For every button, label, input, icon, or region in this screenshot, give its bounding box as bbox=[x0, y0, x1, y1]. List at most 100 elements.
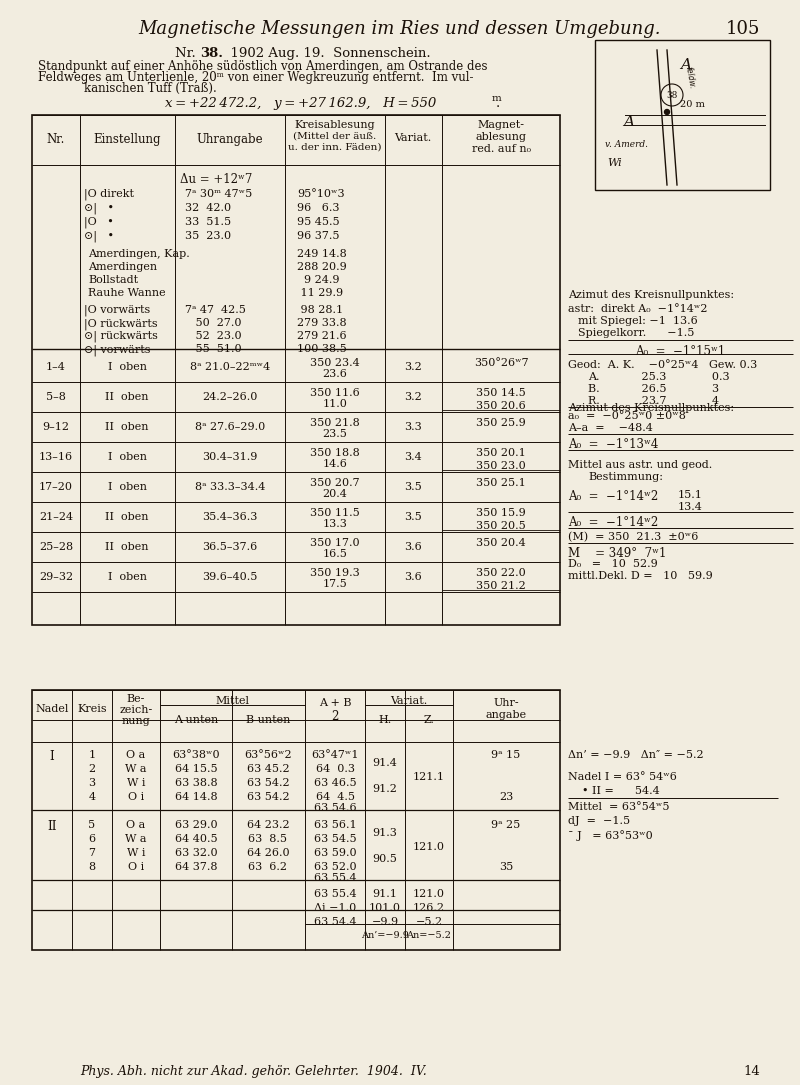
Text: −5.2: −5.2 bbox=[415, 917, 442, 927]
Text: M    = 349°  7ʷ1: M = 349° 7ʷ1 bbox=[568, 547, 666, 560]
Text: 7: 7 bbox=[89, 848, 95, 858]
Text: zeich-: zeich- bbox=[119, 705, 153, 715]
Text: 3.6: 3.6 bbox=[404, 572, 422, 582]
Text: 63 54.2: 63 54.2 bbox=[246, 792, 290, 802]
Text: Standpunkt auf einer Anhöhe südöstlich von Amerdingen, am Ostrande des: Standpunkt auf einer Anhöhe südöstlich v… bbox=[38, 60, 487, 73]
Text: 3.5: 3.5 bbox=[404, 512, 422, 522]
Text: R.            23.7             4: R. 23.7 4 bbox=[588, 396, 719, 406]
Text: Mittel aus astr. und geod.: Mittel aus astr. und geod. bbox=[568, 460, 712, 470]
Text: 95 45.5: 95 45.5 bbox=[297, 217, 340, 227]
Text: 350 19.3: 350 19.3 bbox=[310, 569, 360, 578]
Text: 2: 2 bbox=[89, 764, 95, 774]
Text: (M)  = 350  21.3  ±0ʷ6: (M) = 350 21.3 ±0ʷ6 bbox=[568, 532, 698, 542]
Text: 63°56ʷ2: 63°56ʷ2 bbox=[244, 750, 292, 759]
Text: Nr.: Nr. bbox=[175, 47, 200, 60]
Text: 23.5: 23.5 bbox=[322, 429, 347, 439]
Text: 15.1: 15.1 bbox=[678, 490, 703, 500]
Text: Feldweges am Unterlienle, 20ᵐ von einer Wegkreuzung entfernt.  Im vul-: Feldweges am Unterlienle, 20ᵐ von einer … bbox=[38, 71, 474, 84]
Bar bbox=[595, 40, 770, 190]
Text: 126.2: 126.2 bbox=[413, 903, 445, 912]
Text: D₀   =   10  52.9: D₀ = 10 52.9 bbox=[568, 559, 658, 569]
Text: 350 11.5: 350 11.5 bbox=[310, 508, 360, 518]
Text: 14.6: 14.6 bbox=[322, 459, 347, 469]
Text: 63 54.6: 63 54.6 bbox=[314, 803, 356, 813]
Circle shape bbox=[661, 84, 683, 106]
Text: 64 23.2: 64 23.2 bbox=[246, 820, 290, 830]
Text: ⊙| vorwärts: ⊙| vorwärts bbox=[84, 344, 150, 356]
Text: II  oben: II oben bbox=[106, 542, 149, 552]
Text: 38: 38 bbox=[666, 90, 678, 100]
Text: ⊙|   •: ⊙| • bbox=[84, 231, 114, 243]
Text: 63 38.8: 63 38.8 bbox=[174, 778, 218, 788]
Text: 63 55.4: 63 55.4 bbox=[314, 889, 356, 899]
Text: II: II bbox=[47, 820, 57, 833]
Text: Spiegelkorr.      −1.5: Spiegelkorr. −1.5 bbox=[578, 328, 694, 339]
Text: mittl.Dekl. D =   10   59.9: mittl.Dekl. D = 10 59.9 bbox=[568, 571, 713, 580]
Text: 2: 2 bbox=[331, 710, 338, 723]
Text: 29–32: 29–32 bbox=[39, 572, 73, 582]
Text: |O rückwärts: |O rückwärts bbox=[84, 318, 158, 330]
Text: Azimut des Kreisnullpunktes:: Azimut des Kreisnullpunktes: bbox=[568, 403, 734, 413]
Text: 350 20.4: 350 20.4 bbox=[476, 538, 526, 548]
Text: 35: 35 bbox=[499, 861, 513, 872]
Text: A unten: A unten bbox=[174, 715, 218, 725]
Text: 350 25.1: 350 25.1 bbox=[476, 478, 526, 488]
Text: 98 28.1: 98 28.1 bbox=[297, 305, 343, 315]
Text: 350 20.7: 350 20.7 bbox=[310, 478, 360, 488]
Text: O i: O i bbox=[128, 861, 144, 872]
Text: ablesung: ablesung bbox=[475, 132, 526, 142]
Text: 350 20.5: 350 20.5 bbox=[476, 521, 526, 531]
Text: I  oben: I oben bbox=[107, 362, 146, 372]
Text: Bestimmung:: Bestimmung: bbox=[588, 472, 663, 482]
Text: 20.4: 20.4 bbox=[322, 489, 347, 499]
Text: B unten: B unten bbox=[246, 715, 290, 725]
Text: Kreis: Kreis bbox=[77, 704, 107, 714]
Text: ⊙| rückwärts: ⊙| rückwärts bbox=[84, 331, 158, 343]
Text: Wi: Wi bbox=[607, 158, 622, 168]
Text: 3.3: 3.3 bbox=[404, 422, 422, 432]
Text: 90.5: 90.5 bbox=[373, 854, 398, 864]
Text: B.            26.5             3: B. 26.5 3 bbox=[588, 384, 719, 394]
Text: 64  4.5: 64 4.5 bbox=[315, 792, 354, 802]
Text: astr:  direkt A₀  −1°14ʷ2: astr: direkt A₀ −1°14ʷ2 bbox=[568, 304, 707, 314]
Text: red. auf n₀: red. auf n₀ bbox=[471, 144, 530, 154]
Text: • II =      54.4: • II = 54.4 bbox=[568, 786, 660, 796]
Text: Einstellung: Einstellung bbox=[94, 133, 161, 146]
Text: 8ᵃ 27.6–29.0: 8ᵃ 27.6–29.0 bbox=[195, 422, 265, 432]
Text: 9–12: 9–12 bbox=[42, 422, 70, 432]
Text: O i: O i bbox=[128, 792, 144, 802]
Text: |O   •: |O • bbox=[84, 217, 114, 229]
Text: x = +22 472.2,   y = +27 162.9,   H = 550: x = +22 472.2, y = +27 162.9, H = 550 bbox=[165, 97, 436, 110]
Text: 91.1: 91.1 bbox=[373, 889, 398, 899]
Text: 3.5: 3.5 bbox=[404, 482, 422, 492]
Text: 5–8: 5–8 bbox=[46, 392, 66, 403]
Text: 23: 23 bbox=[499, 792, 513, 802]
Text: Geod:  A. K.    −0°25ʷ4   Gew. 0.3: Geod: A. K. −0°25ʷ4 Gew. 0.3 bbox=[568, 360, 758, 370]
Text: u. der inn. Fäden): u. der inn. Fäden) bbox=[288, 143, 382, 152]
Text: I  oben: I oben bbox=[107, 572, 146, 582]
Text: I  oben: I oben bbox=[107, 482, 146, 492]
Text: Amerdingen: Amerdingen bbox=[88, 261, 157, 272]
Text: m: m bbox=[492, 94, 502, 103]
Text: Magnetische Messungen im Ries und dessen Umgebung.: Magnetische Messungen im Ries und dessen… bbox=[138, 20, 662, 38]
Text: 350 18.8: 350 18.8 bbox=[310, 448, 360, 458]
Text: 1: 1 bbox=[89, 750, 95, 759]
Text: Nadel I = 63° 54ʷ6: Nadel I = 63° 54ʷ6 bbox=[568, 773, 677, 782]
Text: Nadel: Nadel bbox=[35, 704, 69, 714]
Text: 121.1: 121.1 bbox=[413, 773, 445, 782]
Text: A: A bbox=[623, 115, 634, 129]
Text: 350 22.0: 350 22.0 bbox=[476, 569, 526, 578]
Text: 13.4: 13.4 bbox=[678, 502, 703, 512]
Text: Mittel  = 63°54ʷ5: Mittel = 63°54ʷ5 bbox=[568, 802, 670, 812]
Text: II  oben: II oben bbox=[106, 422, 149, 432]
Text: Mittel: Mittel bbox=[215, 695, 249, 706]
Text: O a: O a bbox=[126, 750, 146, 759]
Text: A: A bbox=[680, 58, 691, 72]
Circle shape bbox=[665, 110, 670, 115]
Text: 95°10ʷ3: 95°10ʷ3 bbox=[297, 189, 345, 199]
Text: 11.0: 11.0 bbox=[322, 399, 347, 409]
Text: Z.: Z. bbox=[423, 715, 434, 725]
Text: kanischen Tuff (Traß).: kanischen Tuff (Traß). bbox=[84, 82, 216, 95]
Text: 121.0: 121.0 bbox=[413, 842, 445, 852]
Text: Phys. Abh. nicht zur Akad. gehör. Gelehrter.  1904.  IV.: Phys. Abh. nicht zur Akad. gehör. Gelehr… bbox=[80, 1065, 426, 1078]
